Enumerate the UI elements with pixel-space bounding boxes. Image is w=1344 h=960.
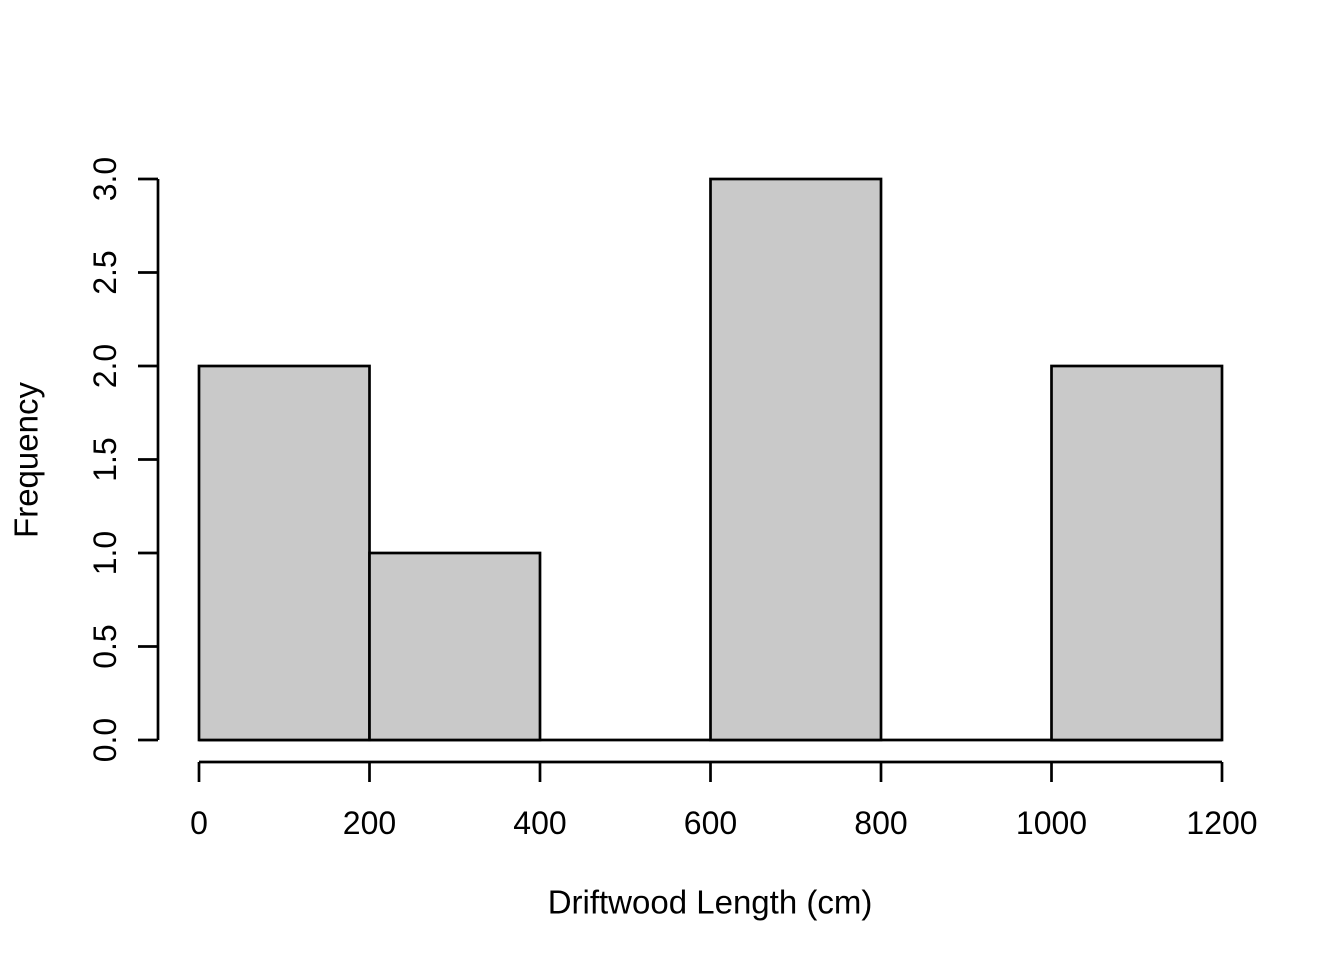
- x-tick-label: 800: [854, 805, 907, 841]
- y-tick-label: 2.5: [87, 250, 123, 294]
- x-tick-label: 600: [684, 805, 737, 841]
- y-tick-label: 1.0: [87, 531, 123, 575]
- bars-layer: [197, 177, 1224, 742]
- x-axis-title: Driftwood Length (cm): [548, 884, 873, 921]
- x-tick-label: 1200: [1186, 805, 1257, 841]
- histogram-bar: [709, 177, 883, 742]
- histogram-bar: [368, 551, 542, 742]
- x-axis: 0 200 400 600 800 1000 1200: [190, 760, 1258, 841]
- x-tick-label: 400: [513, 805, 566, 841]
- y-tick-label: 1.5: [87, 437, 123, 481]
- x-tick-label: 200: [343, 805, 396, 841]
- y-axis: 0.0 0.5 1.0 1.5 2.0 2.5 3.0: [87, 157, 160, 762]
- histogram-bar: [197, 364, 371, 742]
- x-tick-label: 1000: [1016, 805, 1087, 841]
- y-tick-label: 0.0: [87, 718, 123, 762]
- y-tick-label: 2.0: [87, 344, 123, 388]
- x-tick-label: 0: [190, 805, 208, 841]
- histogram-bar: [1050, 364, 1224, 742]
- y-tick-label: 0.5: [87, 624, 123, 668]
- y-tick-label: 3.0: [87, 157, 123, 201]
- y-axis-title: Frequency: [8, 382, 45, 538]
